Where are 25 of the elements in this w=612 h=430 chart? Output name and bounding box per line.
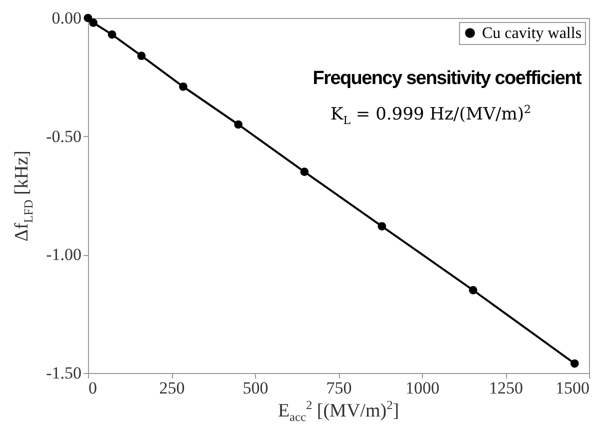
y-tick-label: -1.00 bbox=[46, 245, 82, 264]
x-tick-label: 750 bbox=[326, 378, 352, 398]
point bbox=[84, 14, 92, 22]
annotation: Frequency sensitivity coefficient bbox=[312, 68, 581, 90]
point bbox=[300, 168, 309, 176]
x-tick-label: 1500 bbox=[556, 378, 590, 398]
point bbox=[179, 82, 188, 91]
point bbox=[108, 30, 116, 39]
annotation: K$_{L}$ = 0.999 Hz/(MV/m)$^{2}$ bbox=[330, 103, 531, 128]
point bbox=[378, 222, 386, 230]
y-tick-label: -1.50 bbox=[46, 364, 82, 382]
x-tick-label: 250 bbox=[159, 378, 185, 398]
point bbox=[468, 286, 478, 294]
y-tick-label: -0.50 bbox=[46, 126, 82, 146]
point bbox=[234, 120, 242, 129]
x-tick-label: 1250 bbox=[489, 378, 523, 398]
point bbox=[570, 359, 579, 368]
x-tick-label: 1000 bbox=[406, 378, 440, 398]
x-axis-title: E$_{acc}$$^{2}$ [(MV/m)$^{2}$] bbox=[278, 398, 400, 426]
x-tick-label: 500 bbox=[242, 378, 268, 398]
x-tick-label: 0 bbox=[88, 378, 97, 398]
legend-label: Cu cavity walls bbox=[482, 25, 582, 42]
y-tick-label: 0.00 bbox=[52, 8, 82, 28]
point bbox=[137, 52, 146, 60]
point bbox=[89, 18, 98, 27]
